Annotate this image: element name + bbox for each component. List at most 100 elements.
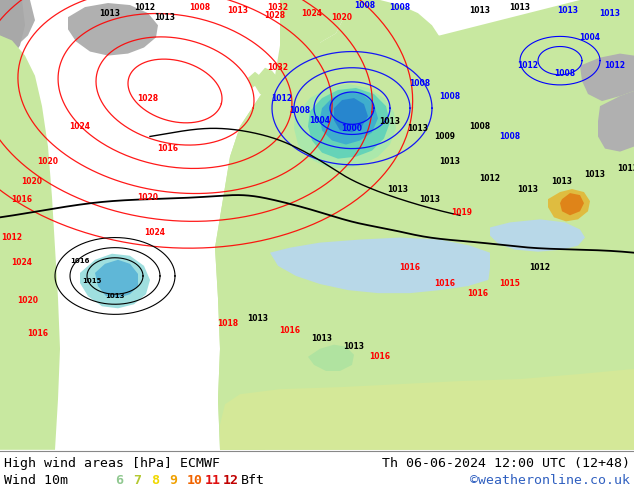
Text: 1013: 1013 bbox=[439, 157, 460, 166]
Polygon shape bbox=[320, 92, 378, 145]
Text: 1012: 1012 bbox=[529, 263, 550, 272]
Polygon shape bbox=[288, 0, 350, 78]
Text: 1008: 1008 bbox=[354, 0, 375, 9]
Polygon shape bbox=[308, 88, 390, 159]
Text: 1013: 1013 bbox=[228, 5, 249, 15]
Text: 1016: 1016 bbox=[467, 289, 489, 297]
Text: 1013: 1013 bbox=[585, 171, 605, 179]
Polygon shape bbox=[294, 84, 396, 169]
Text: 1012: 1012 bbox=[517, 61, 538, 70]
Text: 1008: 1008 bbox=[410, 79, 430, 88]
Text: 1013: 1013 bbox=[100, 9, 120, 18]
Text: 1016: 1016 bbox=[370, 352, 391, 361]
Polygon shape bbox=[220, 369, 634, 450]
Text: 1013: 1013 bbox=[408, 124, 429, 133]
Text: 1012: 1012 bbox=[134, 2, 155, 12]
Polygon shape bbox=[598, 91, 634, 151]
Text: 1004: 1004 bbox=[579, 33, 600, 42]
Text: 1028: 1028 bbox=[138, 94, 158, 102]
Text: 1016: 1016 bbox=[11, 195, 32, 204]
Text: 1013: 1013 bbox=[557, 5, 578, 15]
Text: 1024: 1024 bbox=[11, 258, 32, 268]
Text: 1009: 1009 bbox=[434, 132, 455, 141]
Text: 1008: 1008 bbox=[389, 2, 411, 12]
Text: 1000: 1000 bbox=[342, 124, 363, 133]
Text: Th 06-06-2024 12:00 UTC (12+48): Th 06-06-2024 12:00 UTC (12+48) bbox=[382, 457, 630, 470]
Text: 1004: 1004 bbox=[309, 116, 330, 125]
Polygon shape bbox=[0, 0, 35, 55]
Polygon shape bbox=[488, 236, 634, 306]
Polygon shape bbox=[95, 260, 138, 298]
Text: 1013: 1013 bbox=[311, 334, 332, 343]
Text: 1012: 1012 bbox=[271, 94, 292, 102]
Text: 12: 12 bbox=[223, 474, 239, 487]
Text: High wind areas [hPa] ECMWF: High wind areas [hPa] ECMWF bbox=[4, 457, 220, 470]
Text: 1024: 1024 bbox=[70, 122, 91, 131]
Text: 1013: 1013 bbox=[420, 195, 441, 204]
Text: 1008: 1008 bbox=[290, 106, 311, 115]
Text: 1016: 1016 bbox=[434, 278, 455, 288]
Polygon shape bbox=[80, 254, 150, 308]
Text: 1008: 1008 bbox=[190, 2, 210, 12]
Polygon shape bbox=[248, 72, 260, 88]
Text: 1008: 1008 bbox=[439, 92, 460, 100]
Text: 1016: 1016 bbox=[399, 263, 420, 272]
Polygon shape bbox=[223, 229, 282, 296]
Text: 1020: 1020 bbox=[332, 13, 353, 22]
Polygon shape bbox=[215, 0, 634, 450]
Text: Bft: Bft bbox=[241, 474, 265, 487]
Text: 1018: 1018 bbox=[217, 319, 238, 328]
Text: 11: 11 bbox=[205, 474, 221, 487]
Polygon shape bbox=[270, 238, 500, 293]
Text: 1020: 1020 bbox=[37, 157, 58, 166]
Polygon shape bbox=[308, 344, 354, 371]
Text: 1013: 1013 bbox=[105, 293, 125, 299]
Text: 1013: 1013 bbox=[387, 185, 408, 194]
Text: 1013: 1013 bbox=[344, 342, 365, 351]
Text: 1008: 1008 bbox=[469, 122, 491, 131]
Text: 7: 7 bbox=[133, 474, 141, 487]
Text: 1020: 1020 bbox=[138, 193, 158, 201]
Polygon shape bbox=[334, 98, 368, 132]
Text: 1019: 1019 bbox=[451, 208, 472, 217]
Text: 1032: 1032 bbox=[268, 2, 288, 12]
Text: 1016: 1016 bbox=[280, 326, 301, 335]
Text: 1032: 1032 bbox=[268, 63, 288, 72]
Text: 1013: 1013 bbox=[552, 177, 573, 187]
Text: 8: 8 bbox=[151, 474, 159, 487]
Text: 1012: 1012 bbox=[479, 174, 500, 183]
Text: 1013: 1013 bbox=[380, 117, 401, 126]
Text: 9: 9 bbox=[169, 474, 177, 487]
Polygon shape bbox=[560, 193, 584, 215]
Text: 1012: 1012 bbox=[1, 233, 22, 242]
Text: 1013: 1013 bbox=[517, 185, 538, 194]
Text: 1015: 1015 bbox=[500, 278, 521, 288]
Text: 1015: 1015 bbox=[82, 278, 101, 284]
Text: 1013: 1013 bbox=[618, 164, 634, 173]
Polygon shape bbox=[580, 53, 634, 101]
Text: Wind 10m: Wind 10m bbox=[4, 474, 68, 487]
Text: 1012: 1012 bbox=[604, 61, 626, 70]
Polygon shape bbox=[255, 68, 280, 98]
Text: 1016: 1016 bbox=[70, 258, 89, 264]
Polygon shape bbox=[298, 0, 446, 136]
Polygon shape bbox=[264, 148, 396, 245]
Text: 1024: 1024 bbox=[302, 9, 323, 18]
Text: 6: 6 bbox=[115, 474, 123, 487]
Polygon shape bbox=[68, 3, 158, 55]
Text: 1028: 1028 bbox=[264, 11, 285, 20]
Text: 10: 10 bbox=[187, 474, 203, 487]
Text: 1020: 1020 bbox=[22, 177, 42, 187]
Polygon shape bbox=[0, 35, 60, 450]
Text: 1020: 1020 bbox=[18, 296, 39, 305]
Text: 1024: 1024 bbox=[145, 228, 165, 237]
Text: 1008: 1008 bbox=[555, 69, 576, 78]
Text: 1013: 1013 bbox=[600, 9, 621, 18]
Text: 1008: 1008 bbox=[500, 132, 521, 141]
Text: 1013: 1013 bbox=[247, 314, 269, 323]
Text: 1016: 1016 bbox=[27, 329, 48, 338]
Polygon shape bbox=[0, 0, 25, 66]
Text: 1016: 1016 bbox=[157, 144, 179, 153]
Text: 1013: 1013 bbox=[470, 5, 491, 15]
Polygon shape bbox=[490, 220, 585, 252]
